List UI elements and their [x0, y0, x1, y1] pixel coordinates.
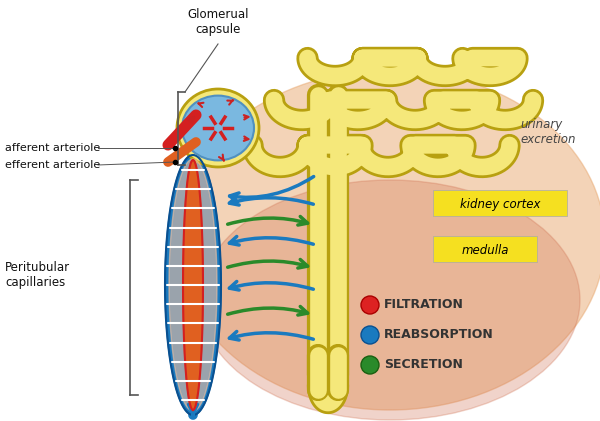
Ellipse shape — [361, 356, 379, 374]
Text: FILTRATION: FILTRATION — [384, 298, 464, 312]
Ellipse shape — [175, 70, 600, 410]
Text: Glomerual
capsule: Glomerual capsule — [187, 8, 249, 36]
Ellipse shape — [200, 180, 580, 420]
Ellipse shape — [361, 296, 379, 314]
Polygon shape — [165, 155, 221, 415]
Text: urinary
excretion: urinary excretion — [520, 118, 575, 146]
Ellipse shape — [182, 96, 254, 160]
Text: SECRETION: SECRETION — [384, 359, 463, 371]
Text: REABSORPTION: REABSORPTION — [384, 328, 494, 341]
Text: afferent arteriole: afferent arteriole — [5, 143, 100, 153]
Ellipse shape — [361, 326, 379, 344]
Ellipse shape — [177, 89, 259, 167]
FancyBboxPatch shape — [433, 190, 567, 216]
Text: Peritubular
capillaries: Peritubular capillaries — [5, 261, 70, 289]
Polygon shape — [183, 160, 203, 410]
FancyBboxPatch shape — [433, 236, 537, 262]
Text: efferent arteriole: efferent arteriole — [5, 160, 100, 170]
Polygon shape — [169, 159, 217, 411]
Text: medulla: medulla — [461, 243, 509, 256]
Text: kidney cortex: kidney cortex — [460, 197, 540, 210]
